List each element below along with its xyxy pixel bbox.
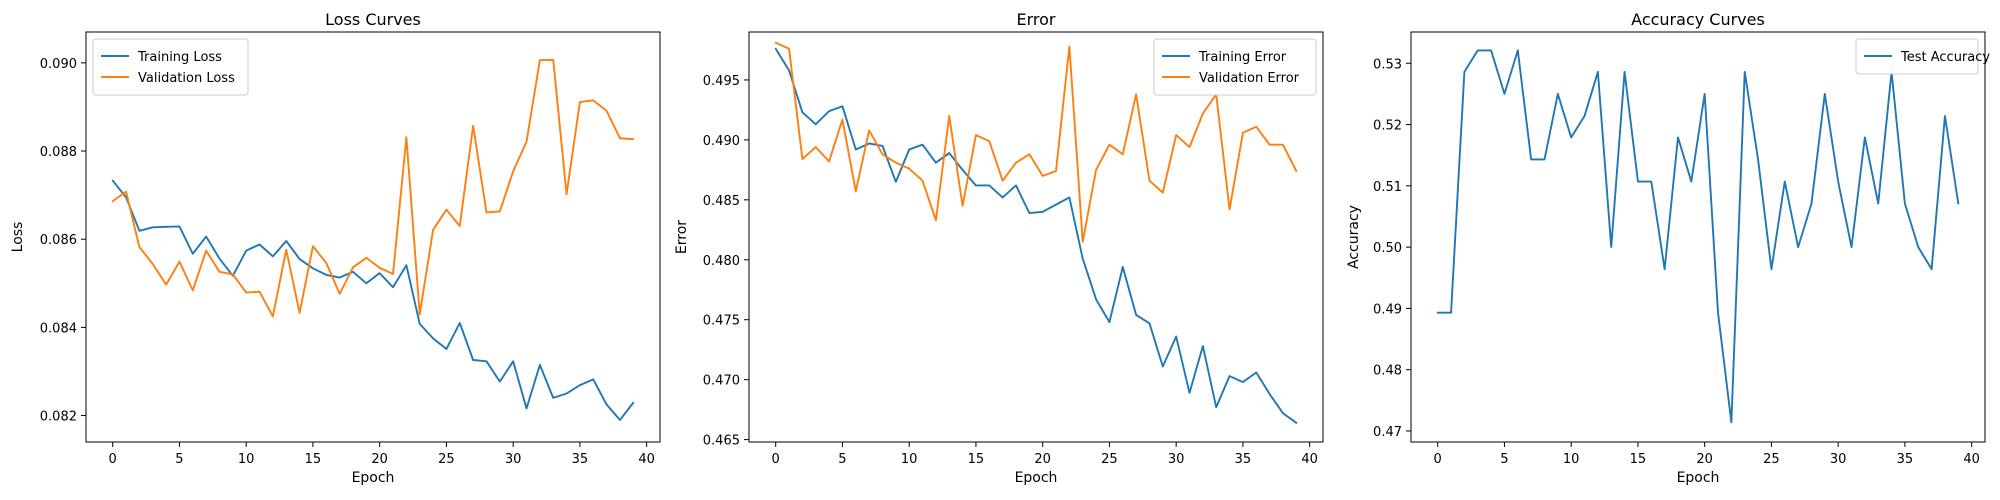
y-tick-label: 0.480 [703,254,740,269]
series-line-validation-loss [111,58,635,318]
y-tick-label: 0.470 [703,374,740,389]
x-tick-label: 5 [838,452,846,467]
x-tick-label: 15 [305,452,322,467]
x-tick-label: 10 [901,452,918,467]
x-tick-label: 35 [1235,452,1252,467]
series-line-training-loss [111,179,635,421]
x-tick-label: 5 [1500,452,1508,467]
legend-label: Test Accuracy [1900,50,1990,65]
y-tick-label: 0.52 [1373,119,1402,134]
y-tick-label: 0.090 [40,57,77,72]
x-tick-label: 0 [772,452,780,467]
y-tick-label: 0.465 [703,434,740,449]
y-tick-label: 0.088 [40,145,77,160]
x-tick-label: 30 [1168,452,1185,467]
x-tick-label: 30 [505,452,522,467]
loss-curves-panel: Loss Curves 0 5 10 15 20 25 30 35 40 0.082 0.084 0.0… [10,10,661,486]
legend: Training Error Validation Error [1153,38,1317,96]
y-tick-label: 0.53 [1373,57,1402,72]
x-tick-label: 15 [1630,452,1647,467]
x-axis-label: Epoch [352,470,395,486]
x-axis-label: Epoch [1015,470,1058,486]
y-tick-label: 0.50 [1373,241,1402,256]
x-tick-label: 35 [1897,452,1914,467]
x-tick-label: 0 [1434,452,1442,467]
y-tick-label: 0.490 [703,134,740,149]
y-tick-label: 0.086 [40,233,77,248]
y-tick-label: 0.475 [703,314,740,329]
series-line-test-accuracy [1436,49,1960,424]
chart-title: Accuracy Curves [1631,10,1765,29]
y-tick-label: 0.51 [1373,180,1402,195]
axes-frame [1410,31,1986,443]
y-axis-label: Loss [10,222,26,253]
x-tick-label: 10 [1563,452,1580,467]
legend-box [92,38,249,96]
x-tick-label: 20 [1034,452,1051,467]
axes-frame [748,31,1324,443]
accuracy-curves-panel: Accuracy Curves 0 5 10 15 20 25 30 35 40 0.47 0.48 0… [1346,10,1990,486]
y-tick-label: 0.485 [703,194,740,209]
y-tick-label: 0.47 [1373,425,1402,440]
x-tick-label: 10 [238,452,255,467]
legend-box [1855,38,1979,75]
series-lines [1436,49,1960,424]
y-tick-label: 0.082 [40,410,77,425]
x-tick-label: 40 [638,452,655,467]
y-tick-label: 0.48 [1373,364,1402,379]
x-tick-label: 35 [572,452,589,467]
error-panel: Error 0 5 10 15 20 25 30 35 40 0.465 0.470 0.475 0.48… [674,10,1324,486]
legend: Test Accuracy [1855,38,1990,75]
x-tick-label: 5 [175,452,183,467]
x-axis-label: Epoch [1677,470,1720,486]
y-tick-label: 0.084 [40,321,77,336]
x-tick-label: 40 [1301,452,1318,467]
series-lines [774,41,1298,424]
x-tick-label: 25 [1763,452,1780,467]
axes-frame [85,31,661,443]
x-tick-label: 15 [968,452,985,467]
series-line-training-error [774,47,1298,424]
legend-label: Training Error [1198,50,1287,65]
legend-box [1153,38,1317,96]
x-tick-label: 40 [1963,452,1980,467]
x-tick-label: 25 [1101,452,1118,467]
y-axis-label: Accuracy [1346,205,1362,269]
x-tick-label: 25 [438,452,455,467]
legend-label: Training Loss [137,50,222,65]
y-axis-label: Error [674,220,690,254]
legend: Training Loss Validation Loss [92,38,249,96]
y-tick-label: 0.49 [1373,302,1402,317]
x-tick-label: 20 [371,452,388,467]
legend-label: Validation Error [1199,71,1300,86]
chart-title: Loss Curves [325,10,421,29]
legend-label: Validation Loss [138,71,235,86]
x-tick-label: 20 [1696,452,1713,467]
series-line-validation-error [774,41,1298,243]
x-tick-label: 30 [1830,452,1847,467]
chart-title: Error [1017,10,1056,29]
x-tick-label: 0 [109,452,117,467]
series-lines [111,58,635,421]
y-tick-label: 0.495 [703,74,740,89]
